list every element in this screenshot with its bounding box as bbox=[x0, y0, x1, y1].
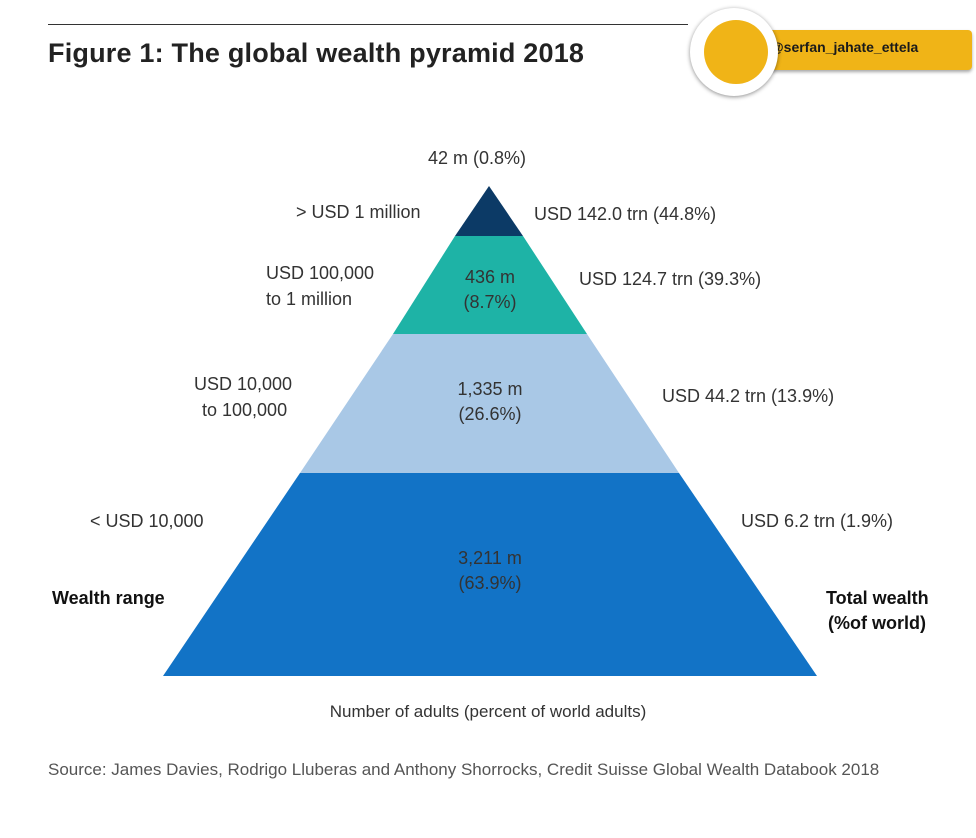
pyramid-tier-2 bbox=[393, 236, 587, 334]
tier2-adults-pct: (8.7%) bbox=[463, 292, 517, 312]
watermark-banner bbox=[742, 30, 972, 70]
tier2-range-line2: to 1 million bbox=[266, 289, 353, 309]
tier2-adults: 436 m bbox=[464, 267, 516, 287]
tier4-adults-pct: (63.9%) bbox=[458, 573, 522, 593]
total-wealth-header: Total wealth bbox=[826, 588, 929, 608]
tier3-wealth: USD 44.2 trn (13.9%) bbox=[662, 386, 835, 406]
tier4-wealth: USD 6.2 trn (1.9%) bbox=[741, 511, 894, 531]
tier1-wealth: USD 142.0 trn (44.8%) bbox=[534, 204, 717, 224]
wealth-range-header: Wealth range bbox=[52, 588, 165, 608]
tier3-range-line1: USD 10,000 bbox=[194, 374, 293, 394]
watermark-logo-emblem bbox=[704, 20, 768, 84]
pyramid-tier-3 bbox=[300, 334, 679, 473]
source-note: Source: James Davies, Rodrigo Lluberas a… bbox=[48, 760, 880, 779]
tier3-range-line2: to 100,000 bbox=[202, 400, 288, 420]
tier1-adults: 42 m (0.8%) bbox=[428, 148, 527, 168]
figure-title: Figure 1: The global wealth pyramid 2018 bbox=[48, 38, 585, 68]
watermark-handle: @serfan_jahate_ettela bbox=[770, 39, 919, 55]
tier4-range: < USD 10,000 bbox=[90, 511, 204, 531]
tier4-adults: 3,211 m bbox=[458, 548, 522, 568]
pyramid-tier-base bbox=[163, 473, 817, 676]
tier3-adults: 1,335 m bbox=[457, 379, 523, 399]
title-rule bbox=[48, 24, 688, 25]
tier1-range: > USD 1 million bbox=[296, 202, 421, 222]
tier3-adults-pct: (26.6%) bbox=[458, 404, 522, 424]
total-wealth-header-unit: (%of world) bbox=[828, 613, 926, 633]
axis-caption: Number of adults (percent of world adult… bbox=[329, 702, 647, 721]
pyramid-tier-top bbox=[455, 186, 523, 236]
tier2-range-line1: USD 100,000 bbox=[266, 263, 375, 283]
tier2-wealth: USD 124.7 trn (39.3%) bbox=[579, 269, 762, 289]
